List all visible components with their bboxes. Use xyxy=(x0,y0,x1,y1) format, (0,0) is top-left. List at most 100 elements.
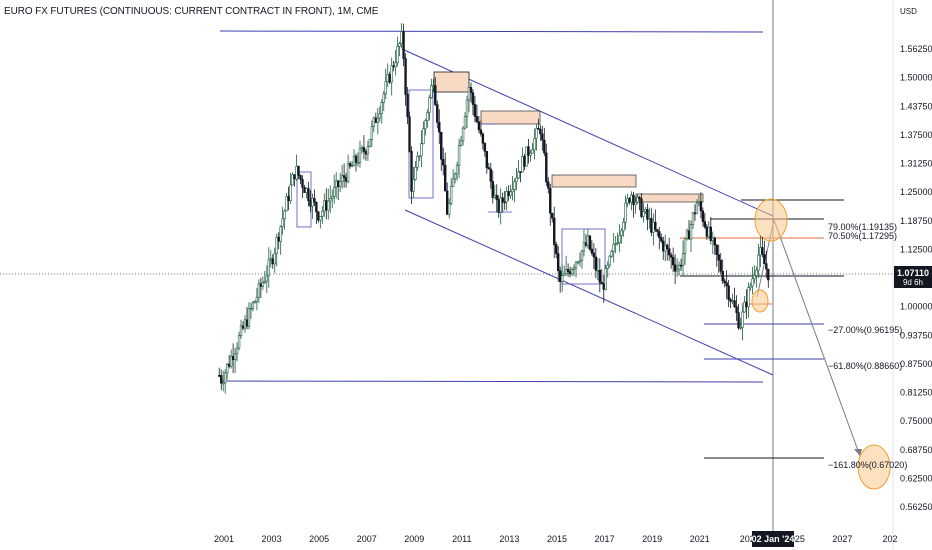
candle-up xyxy=(582,242,586,252)
candle-down xyxy=(519,171,522,173)
candle-up xyxy=(677,264,681,270)
bottom-horizontal-line xyxy=(219,380,764,383)
candle-up xyxy=(580,250,584,261)
candle-down xyxy=(307,188,310,201)
candle-down xyxy=(566,269,570,272)
x-tick-label: 2021 xyxy=(690,534,710,544)
y-tick-label: 0.75000 xyxy=(900,416,932,426)
candle-up xyxy=(757,254,760,271)
candle-up xyxy=(461,127,465,142)
candle-up xyxy=(400,31,403,44)
candle-up xyxy=(739,326,742,329)
candle-down xyxy=(507,191,510,196)
candle-up xyxy=(390,65,393,83)
candle-down xyxy=(558,270,562,282)
candle-down xyxy=(705,226,709,237)
candle-up xyxy=(457,145,461,166)
currency-label: USD xyxy=(900,7,917,16)
current-price-countdown: 9d 6h xyxy=(903,278,923,287)
y-tick-label: 1.37500 xyxy=(900,130,932,140)
candle-up xyxy=(333,186,336,197)
candle-down xyxy=(483,142,487,152)
y-tick-label: 0.87500 xyxy=(900,359,932,369)
candle-up xyxy=(572,267,576,270)
candle-up xyxy=(386,74,389,82)
candle-up xyxy=(743,301,746,313)
candle-up xyxy=(319,216,322,221)
candle-down xyxy=(568,271,572,275)
candle-up xyxy=(626,198,629,204)
candle-down xyxy=(719,259,722,272)
candle-up xyxy=(562,273,566,277)
candle-up xyxy=(432,85,435,87)
x-tick-label: 202 xyxy=(882,534,897,544)
candle-up xyxy=(291,174,294,186)
x-tick-label: 2019 xyxy=(642,534,662,544)
candle-down xyxy=(469,87,473,93)
candle-up xyxy=(350,165,354,167)
x-tick-label: 2001 xyxy=(214,534,234,544)
candle-up xyxy=(749,285,752,288)
y-tick-label: 1.43750 xyxy=(900,101,932,111)
candle-up xyxy=(636,196,639,203)
y-tick-label: 1.12500 xyxy=(900,244,932,254)
candle-up xyxy=(578,260,582,263)
price-axis: 1.56250 1.50000 1.43750 1.37500 1.31250 1.250… xyxy=(900,44,932,512)
candle-down xyxy=(406,94,409,118)
candle-down xyxy=(650,218,653,233)
candle-up xyxy=(253,301,257,304)
candle-up xyxy=(683,238,687,254)
x-tick-label: 2015 xyxy=(547,534,567,544)
candle-down xyxy=(679,264,683,267)
candle-up xyxy=(731,300,734,302)
candle-up xyxy=(511,189,514,193)
candle-up xyxy=(382,93,385,103)
candle-up xyxy=(560,275,564,282)
chart-title: EURO FX FUTURES (CONTINUOUS: CURRENT CON… xyxy=(4,6,379,17)
candle-up xyxy=(517,171,520,179)
candle-down xyxy=(410,151,413,192)
candle-down xyxy=(325,200,328,211)
candle-down xyxy=(723,280,726,283)
candle-up xyxy=(644,209,647,212)
projection-arrowhead xyxy=(854,449,862,456)
candle-up xyxy=(261,282,265,287)
x-tick-label: 202 xyxy=(740,534,755,544)
y-tick-label: 1.50000 xyxy=(900,73,932,83)
candle-up xyxy=(255,296,259,302)
candle-up xyxy=(281,218,284,227)
candle-down xyxy=(404,58,407,95)
candle-up xyxy=(331,195,334,199)
candle-down xyxy=(487,167,491,170)
candle-down xyxy=(693,212,697,215)
x-tick-label: 2007 xyxy=(357,534,377,544)
x-tick-label: 2003 xyxy=(262,534,282,544)
candle-down xyxy=(673,264,677,272)
candle-down xyxy=(299,175,302,180)
candle-up xyxy=(257,283,261,298)
candle-down xyxy=(590,248,594,254)
candle-up xyxy=(233,353,237,361)
candle-down xyxy=(763,253,766,264)
candle-up xyxy=(356,162,360,164)
candle-down xyxy=(442,158,445,166)
candle-down xyxy=(543,139,546,154)
candle-down xyxy=(594,256,598,271)
candle-down xyxy=(364,151,368,155)
candle-down xyxy=(315,202,318,213)
candle-up xyxy=(630,194,633,203)
candle-down xyxy=(715,244,718,255)
candle-up xyxy=(366,146,370,155)
candle-up xyxy=(225,363,229,374)
candle-down xyxy=(293,174,296,180)
candle-down xyxy=(402,31,405,59)
y-tick-label: 0.68750 xyxy=(900,445,932,455)
candle-down xyxy=(277,236,280,242)
x-tick-label: 2009 xyxy=(404,534,424,544)
candle-up xyxy=(352,155,356,166)
candle-down xyxy=(660,237,663,242)
candle-down xyxy=(735,306,738,313)
candle-up xyxy=(648,218,651,220)
candle-down xyxy=(598,269,602,283)
